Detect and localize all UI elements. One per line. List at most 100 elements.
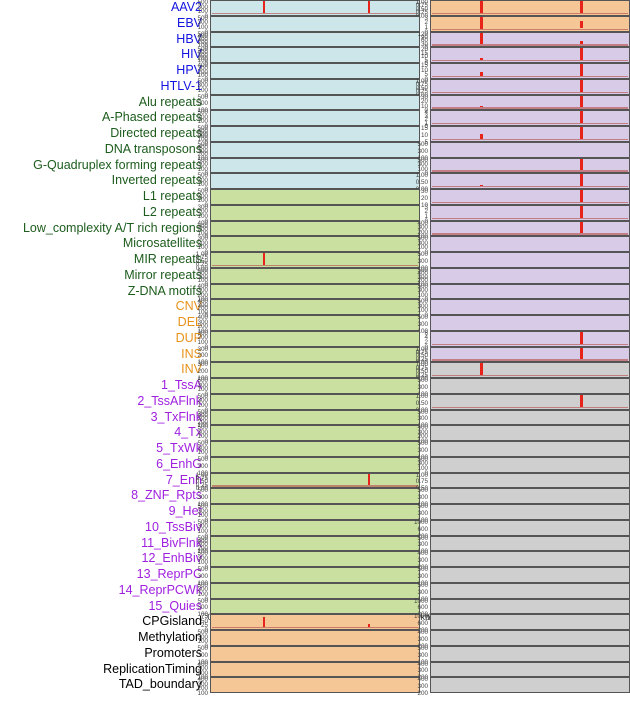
track-panel-left-inv: [210, 362, 420, 378]
track-panel-right-7-enh: [430, 473, 630, 489]
row-label-8-znf-rpts: 8_ZNF_Rpts: [0, 488, 208, 504]
track-panel-right-12-enhbiv: [430, 551, 630, 567]
track-panel-right-methylation: [430, 630, 630, 646]
data-spike-right: [580, 41, 583, 44]
ytick-label: 500: [403, 646, 428, 652]
track-panel-left-promoters: [210, 646, 420, 662]
data-spike-right: [580, 1, 583, 13]
ytick-label: 100: [180, 691, 208, 697]
data-spike-right: [480, 17, 483, 29]
data-spike-right: [580, 111, 583, 123]
baseline-right: [432, 375, 628, 376]
data-spike-right: [480, 363, 483, 375]
track-panel-left-13-reprpc: [210, 567, 420, 583]
baseline-right: [432, 233, 628, 234]
data-spike-right: [580, 64, 583, 76]
baseline-left: [212, 265, 418, 266]
track-panel-left-directed-repeats: [210, 126, 420, 142]
data-spike-right: [580, 159, 583, 171]
track-panel-left-low-complexity-a-t-rich-regions: [210, 221, 420, 237]
track-panel-left-cnv: [210, 299, 420, 315]
track-panel-right-3-txflnk: [430, 410, 630, 426]
row-label-cpgisland: CPGisland: [0, 614, 208, 630]
track-panel-left-methylation: [210, 630, 420, 646]
track-panel-right-9-het: [430, 504, 630, 520]
track-panel-left-ins: [210, 347, 420, 363]
baseline-right: [432, 123, 628, 124]
row-label-methylation: Methylation: [0, 630, 208, 646]
row-label-mir-repeats: MIR repeats: [0, 252, 208, 268]
row-label-tad-boundary: TAD_boundary: [0, 677, 208, 693]
baseline-right: [432, 344, 628, 345]
row-label-inv: INV: [0, 362, 208, 378]
track-panel-right-microsatellites: [430, 236, 630, 252]
track-panel-left-15-quies: [210, 599, 420, 615]
row-label-9-het: 9_Het: [0, 504, 208, 520]
baseline-right: [432, 107, 628, 108]
track-panel-right-z-dna-motifs: [430, 284, 630, 300]
baseline-left: [212, 485, 418, 486]
track-panel-left-htlv-1: [210, 79, 420, 95]
ytick-label: 0.50: [403, 401, 428, 407]
data-spike-right: [480, 72, 483, 76]
data-spike-left: [263, 253, 266, 265]
baseline-right: [432, 202, 628, 203]
data-spike-left: [368, 624, 371, 627]
data-spike-right: [580, 206, 583, 218]
baseline-right: [432, 139, 628, 140]
data-spike-right: [480, 134, 483, 139]
track-panel-left-4-tx: [210, 425, 420, 441]
track-panel-left-tad-boundary: [210, 677, 420, 693]
row-label-13-reprpc: 13_ReprPC: [0, 567, 208, 583]
track-panel-right-tad-boundary: [430, 677, 630, 693]
ytick-label: 300: [180, 464, 208, 470]
ytick-label: 200: [403, 691, 428, 697]
baseline-right: [432, 186, 628, 187]
track-panel-left-hpv: [210, 63, 420, 79]
baseline-right: [432, 76, 628, 77]
data-spike-right: [480, 33, 483, 45]
row-label-12-enhbiv: 12_EnhBiv: [0, 551, 208, 567]
row-label-a-phased-repeats: A-Phased repeats: [0, 110, 208, 126]
row-label-microsatellites: Microsatellites: [0, 236, 208, 252]
track-panel-left-hbv: [210, 32, 420, 48]
track-panel-left-3-txflnk: [210, 410, 420, 426]
track-panel-left-9-het: [210, 504, 420, 520]
track-panel-left-hiv: [210, 47, 420, 63]
track-panel-right-15-quies: [430, 599, 630, 615]
data-spike-right: [580, 332, 583, 344]
row-label-aav2: AAV2: [0, 0, 208, 16]
row-label-ebv: EBV: [0, 16, 208, 32]
row-label-replicationtiming: ReplicationTiming: [0, 662, 208, 678]
ytick-label: 300: [403, 653, 428, 659]
row-label-l2-repeats: L2 repeats: [0, 205, 208, 221]
row-label-mirror-repeats: Mirror repeats: [0, 268, 208, 284]
row-label-3-txflnk: 3_TxFlnk: [0, 410, 208, 426]
row-label-cnv: CNV: [0, 299, 208, 315]
ytick-label: 400: [403, 677, 428, 683]
track-panel-left-mirror-repeats: [210, 268, 420, 284]
track-panel-right-mir-repeats: [430, 252, 630, 268]
baseline-right: [432, 13, 628, 14]
data-spike-right: [480, 58, 483, 60]
track-panel-right-dna-transposons: [430, 142, 630, 158]
track-panel-left-dna-transposons: [210, 142, 420, 158]
baseline-right: [432, 29, 628, 30]
track-panel-left-inverted-repeats: [210, 173, 420, 189]
data-spike-right: [580, 174, 583, 186]
row-label-dna-transposons: DNA transposons: [0, 142, 208, 158]
data-spike-right: [580, 395, 583, 407]
data-spike-right: [480, 1, 483, 13]
ytick-label: 600: [403, 527, 428, 533]
baseline-left: [212, 13, 418, 14]
track-panel-left-1-tssa: [210, 378, 420, 394]
ytick-label: 300: [180, 653, 208, 659]
baseline-right: [432, 92, 628, 93]
ytick-label: 300: [403, 668, 428, 674]
data-spike-right: [580, 21, 583, 29]
track-panel-right-cnv: [430, 299, 630, 315]
track-panel-left-14-reprpcwk: [210, 583, 420, 599]
track-panel-left-z-dna-motifs: [210, 284, 420, 300]
row-label-directed-repeats: Directed repeats: [0, 126, 208, 142]
track-panel-right-8-znf-rpts: [430, 488, 630, 504]
